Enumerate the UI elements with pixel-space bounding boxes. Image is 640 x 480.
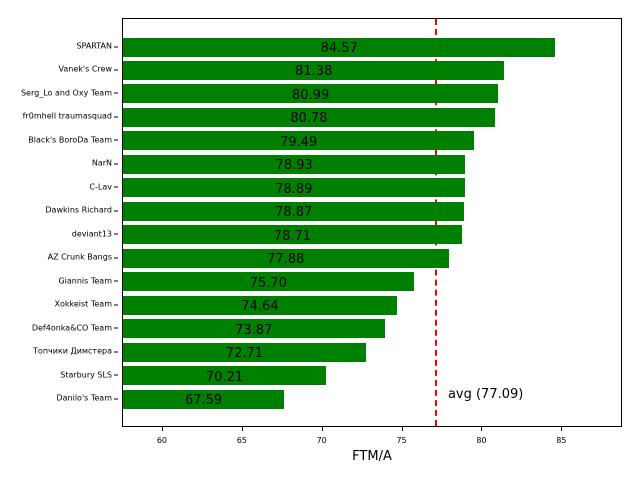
x-tick-mark bbox=[241, 427, 243, 431]
y-tick-label: Vanek's Crew bbox=[59, 65, 119, 74]
plot-area: avg (77.09) 84.57 81.38 80.99 80.78 79.49 78.… bbox=[122, 18, 622, 427]
y-tick-label: Starbury SLS bbox=[60, 370, 118, 379]
x-tick-mark bbox=[401, 427, 403, 431]
bar bbox=[123, 225, 462, 245]
bar-value-label: 73.87 bbox=[235, 322, 273, 338]
bar-value-label: 78.87 bbox=[275, 205, 313, 221]
y-tick-label: SPARTAN bbox=[76, 42, 118, 51]
x-tick-mark bbox=[321, 427, 323, 431]
y-tick-label: deviant13 bbox=[72, 229, 119, 238]
y-tick-label: NarN bbox=[92, 159, 119, 168]
bar bbox=[123, 37, 556, 57]
bar-value-label: 80.99 bbox=[292, 87, 330, 103]
y-tick-label: Dawkins Richard bbox=[45, 206, 118, 215]
bar-value-label: 72.71 bbox=[225, 346, 264, 362]
bar bbox=[123, 389, 285, 409]
bar bbox=[123, 131, 475, 151]
x-tick-label: 65 bbox=[236, 436, 247, 445]
x-tick-label: 70 bbox=[316, 436, 327, 445]
bar-value-label: 78.93 bbox=[275, 158, 313, 174]
bar bbox=[123, 366, 327, 386]
y-tick-label: Giannis Team bbox=[58, 276, 118, 285]
average-reference-line bbox=[434, 19, 437, 426]
bar bbox=[123, 272, 414, 292]
bar bbox=[123, 248, 449, 268]
bar bbox=[123, 107, 495, 127]
y-tick-label: AZ Crunk Bangs bbox=[48, 253, 119, 262]
bar-value-label: 75.70 bbox=[249, 275, 287, 291]
bar bbox=[123, 319, 385, 339]
bar-value-label: 78.71 bbox=[273, 228, 312, 244]
bar-value-label: 67.59 bbox=[184, 393, 223, 409]
bar bbox=[123, 201, 465, 221]
x-axis-label: FTM/A bbox=[352, 449, 392, 464]
bar bbox=[123, 342, 366, 362]
y-tick-label: fr0mhell traumasquad bbox=[23, 112, 119, 121]
bar bbox=[123, 154, 466, 174]
bar-value-label: 70.21 bbox=[205, 369, 244, 385]
bar-value-label: 79.49 bbox=[280, 134, 318, 150]
bar-value-label: 80.78 bbox=[290, 111, 328, 127]
bar bbox=[123, 60, 505, 80]
x-tick-label: 80 bbox=[476, 436, 487, 445]
bar bbox=[123, 84, 499, 104]
bar-value-label: 84.57 bbox=[320, 41, 358, 56]
bar-value-label: 78.89 bbox=[275, 181, 313, 197]
bar-value-label: 74.64 bbox=[241, 299, 279, 315]
bar-value-label: 81.38 bbox=[295, 64, 333, 80]
bar bbox=[123, 178, 465, 198]
y-tick-label: Danilo's Team bbox=[56, 394, 118, 403]
y-tick-label: Xokkeist Team bbox=[55, 300, 119, 309]
y-tick-label: C-Lav bbox=[89, 182, 118, 191]
average-label: avg (77.09) bbox=[447, 387, 524, 402]
x-tick-label: 75 bbox=[396, 436, 407, 445]
y-tick-label: Serg_Lo and Oxy Team bbox=[21, 88, 119, 97]
x-tick-mark bbox=[481, 427, 483, 431]
y-tick-label: Топчики Димстера bbox=[33, 347, 118, 356]
y-tick-label: Black's BoroDa Team bbox=[28, 135, 118, 144]
bar-value-label: 77.88 bbox=[267, 252, 305, 268]
x-tick-mark bbox=[561, 427, 563, 431]
x-tick-mark bbox=[161, 427, 163, 431]
y-tick-label: Def4onka&CO Team bbox=[32, 323, 119, 332]
bar bbox=[123, 295, 397, 315]
x-tick-label: 85 bbox=[556, 436, 567, 445]
x-tick-label: 60 bbox=[156, 436, 168, 445]
